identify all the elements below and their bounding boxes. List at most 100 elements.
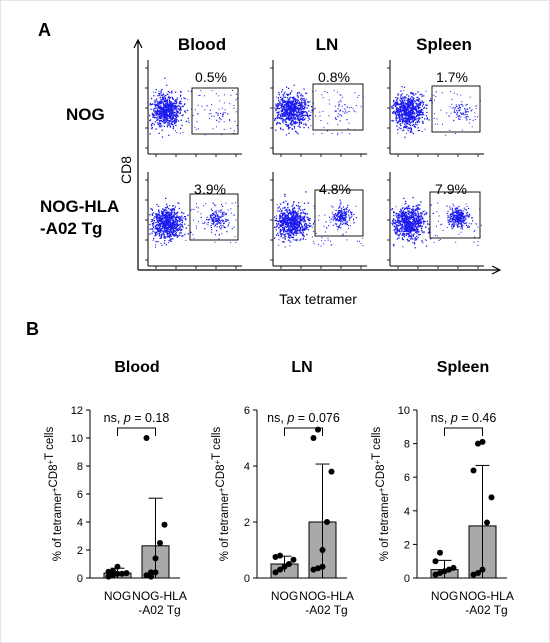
flow-plot: 0.8%: [270, 60, 367, 157]
significance-bracket: [117, 427, 156, 436]
row-label-nog: NOG: [66, 105, 105, 124]
bar-chart: LN 0 2 4 6 % of tetramer+CD8+T cells NOG NOG-HL…: [211, 359, 354, 617]
y-tick-label: 0: [244, 573, 250, 585]
y-tick-label: 4: [404, 506, 410, 518]
data-point: [143, 572, 150, 579]
y-tick-label: 4: [244, 461, 250, 473]
data-point: [105, 573, 112, 580]
y-tick-label: 6: [404, 472, 410, 484]
flow-events: [149, 197, 239, 248]
data-point: [432, 558, 439, 565]
row-label-hla-2: -A02 Tg: [40, 219, 102, 238]
data-point: [290, 556, 297, 563]
data-point: [310, 435, 317, 441]
panel-a-label: A: [38, 20, 51, 40]
bar-chart: Blood 0 2 4 6 8 10 12 % of tetramer+CD8+T cells N…: [44, 359, 187, 617]
data-point: [152, 555, 159, 562]
data-point: [470, 571, 477, 578]
flow-events: [149, 77, 238, 138]
category-label: NOG-HLA: [299, 589, 354, 603]
category-label: NOG: [104, 589, 131, 603]
gate-percentage: 4.8%: [319, 181, 351, 197]
data-point: [488, 494, 495, 501]
data-point: [437, 549, 443, 556]
data-point: [479, 438, 486, 445]
significance-label: ns, p = 0.46: [431, 411, 497, 425]
data-point: [114, 570, 121, 577]
col-title-ln: LN: [316, 35, 339, 54]
panel-b-label: B: [26, 319, 39, 339]
gate-box: [312, 83, 364, 131]
y-tick-label: 8: [77, 461, 83, 473]
y-tick-label: 0: [404, 573, 410, 585]
significance-bracket: [444, 427, 483, 436]
gate-percentage: 3.9%: [194, 181, 226, 197]
gate-percentage: 7.9%: [435, 181, 467, 197]
data-point: [310, 566, 317, 573]
gate-box: [431, 85, 481, 133]
category-label: -A02 Tg: [138, 603, 180, 617]
data-point: [148, 573, 154, 580]
flow-cytometry-grid: 0.5% 0.8% 1.7% 3.9% 4.8% 7.9%: [145, 60, 484, 269]
y-axis-label: % of tetramer+CD8+T cells: [44, 427, 64, 562]
data-point: [272, 554, 279, 560]
data-point: [110, 568, 116, 574]
cd8-axis-label: CD8: [118, 156, 134, 184]
category-label: -A02 Tg: [465, 603, 507, 617]
data-point: [152, 569, 159, 576]
category-label: NOG: [431, 589, 458, 603]
y-tick-label: 8: [404, 439, 410, 451]
data-point: [157, 540, 163, 546]
tax-tetramer-axis-label: Tax tetramer: [279, 291, 357, 307]
data-point: [328, 468, 335, 475]
chart-title: Blood: [114, 359, 159, 376]
gate-box: [314, 189, 364, 237]
category-label: NOG-HLA: [459, 589, 514, 603]
y-tick-label: 10: [71, 433, 83, 445]
col-title-spleen: Spleen: [416, 35, 472, 54]
y-tick-label: 6: [244, 405, 250, 417]
data-point: [123, 570, 130, 577]
data-point: [319, 547, 326, 553]
gate-box: [429, 191, 481, 239]
flow-plot: 7.9%: [387, 172, 484, 269]
y-tick-label: 2: [77, 545, 83, 557]
gate-box: [191, 87, 239, 135]
significance-bracket: [284, 427, 323, 436]
data-point: [105, 568, 112, 575]
y-axis-label: % of tetramer+CD8+T cells: [371, 427, 391, 562]
flow-plot: 0.5%: [145, 60, 242, 157]
data-point: [114, 563, 121, 570]
y-axis-label: % of tetramer+CD8+T cells: [211, 427, 231, 562]
data-point: [272, 569, 279, 576]
chart-title: Spleen: [437, 359, 489, 376]
data-point: [446, 566, 452, 573]
significance-label: ns, p = 0.18: [104, 411, 170, 425]
data-point: [148, 569, 154, 576]
flow-events: [391, 196, 482, 249]
data-point: [484, 519, 490, 526]
data-point: [475, 440, 481, 447]
data-point: [470, 467, 477, 474]
y-tick-label: 12: [71, 405, 83, 417]
y-tick-label: 10: [398, 405, 410, 417]
flow-plot: 1.7%: [387, 60, 484, 157]
y-tick-label: 0: [77, 573, 83, 585]
data-point: [441, 568, 448, 575]
flow-events: [391, 86, 481, 138]
data-point: [143, 435, 150, 441]
bar-chart: Spleen 0 2 4 6 8 10 % of tetramer+CD8+T cells NO…: [371, 359, 514, 617]
data-point: [286, 561, 292, 567]
data-point: [450, 564, 457, 571]
y-tick-label: 2: [244, 517, 250, 529]
flow-plot: 3.9%: [145, 172, 242, 269]
flow-events: [274, 191, 364, 248]
data-point: [437, 569, 443, 576]
data-point: [324, 519, 330, 525]
chart-title: LN: [291, 359, 312, 376]
data-point: [319, 563, 326, 570]
significance-label: ns, p = 0.076: [267, 411, 340, 425]
data-point: [479, 566, 486, 573]
data-point: [281, 563, 288, 570]
gate-percentage: 1.7%: [436, 69, 468, 85]
